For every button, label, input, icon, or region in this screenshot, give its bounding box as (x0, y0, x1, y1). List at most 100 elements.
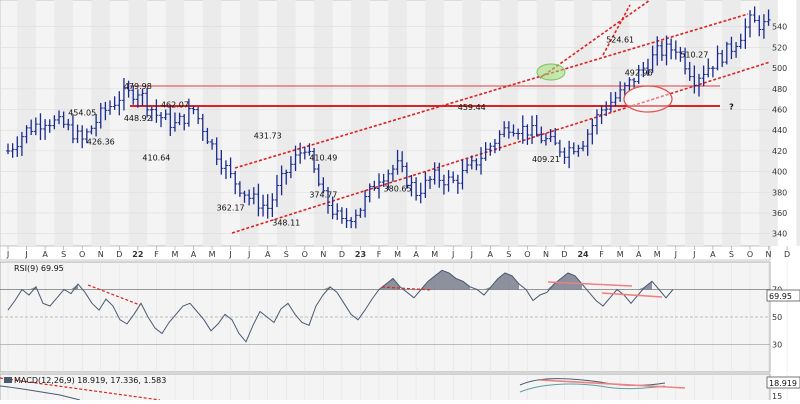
price-tick-label: 360 (772, 209, 787, 218)
month-tick-label: S (284, 250, 289, 259)
macd-trendline (0, 377, 161, 401)
rsi-last-value-box (766, 289, 800, 302)
month-tick-label: O (524, 250, 530, 259)
month-tick-label: J (6, 250, 9, 259)
month-band (239, 0, 259, 246)
month-tick-label: O (302, 250, 308, 259)
macd-signal-line (519, 383, 666, 393)
price-annotation: 492.96 (625, 68, 653, 77)
month-tick-label: A (636, 250, 642, 259)
month-band (685, 0, 704, 246)
price-annotations: 454.05 448.92 426.36 479.98 462.07 410.64 431.… (68, 36, 734, 228)
price-tick-label: 400 (772, 168, 787, 177)
month-band (759, 0, 778, 246)
month-band (128, 0, 148, 246)
macd-divergence-line (539, 379, 686, 389)
month-tick-label: J (470, 250, 473, 259)
month-tick-label: M (431, 250, 438, 259)
rsi-divergence-line-3 (547, 281, 633, 287)
month-band (314, 0, 333, 246)
price-tick-label: 420 (772, 147, 787, 156)
month-tick-label: N (98, 250, 104, 259)
month-tick-label: S (729, 250, 734, 259)
month-axis-strip (0, 245, 771, 261)
month-tick-label: J (24, 250, 27, 259)
price-annotation: 510.27 (680, 50, 708, 59)
upper-channel-trendline (234, 13, 749, 169)
month-tick-label: D (561, 250, 567, 259)
rsi-line (7, 269, 674, 343)
month-tick-label: J (451, 250, 454, 259)
macd-last-value-box (766, 376, 800, 389)
rsi-tick-label: 50 (772, 313, 782, 322)
rsi-last-value: 69.95 (769, 292, 792, 301)
price-annotation: 448.92 (124, 114, 152, 123)
price-tick-label: 540 (772, 23, 787, 32)
month-band (610, 0, 630, 246)
steep-trendline-2 (602, 4, 631, 56)
target-highlight-ellipse (623, 85, 673, 113)
month-band (573, 0, 593, 246)
month-band (351, 0, 370, 246)
month-tick-label: J (247, 250, 250, 259)
price-tick-label: 460 (772, 105, 787, 114)
month-band (462, 0, 482, 246)
month-tick-label: N (320, 250, 326, 259)
price-annotation: 459.44 (458, 103, 486, 112)
macd-panel (0, 373, 771, 404)
month-tick-label: D (116, 250, 122, 259)
price-annotation: 454.05 (68, 109, 96, 118)
month-tick-label: F (377, 250, 382, 259)
month-band (388, 0, 407, 246)
month-tick-label: J (692, 250, 695, 259)
month-tick-label: D (339, 250, 345, 259)
month-band (276, 0, 296, 246)
month-band (202, 0, 222, 246)
month-axis: J J A S O N D 22 F M A M J J A S O N D 23 F M A M J J A S O N D 24 F M A M J… (6, 250, 790, 259)
month-tick-label: S (61, 250, 66, 259)
month-tick-label: A (488, 250, 494, 259)
price-tick-label: 340 (772, 230, 787, 239)
rsi-overbought-fill (29, 270, 652, 290)
month-tick-label: 22 (132, 250, 143, 259)
price-annotation: 479.98 (124, 82, 152, 91)
price-tick-label: 380 (772, 188, 787, 197)
month-tick-label: S (506, 250, 511, 259)
price-tick-label: 520 (772, 43, 787, 52)
price-axis: 340 360 380 400 420 440 460 480 500 520 540 (772, 23, 787, 239)
month-tick-label: A (265, 250, 271, 259)
month-tick-label: N (766, 250, 772, 259)
price-bars (6, 6, 771, 229)
month-tick-label: 23 (355, 250, 366, 259)
price-annotation: 410.49 (309, 154, 337, 163)
rsi-divergence-line-2 (381, 286, 433, 291)
macd-last-value: 18.919 (769, 379, 797, 388)
price-tick-label: 440 (772, 126, 787, 135)
rsi-tick-label: 30 (772, 341, 782, 350)
month-tick-label: M (654, 250, 661, 259)
price-tick-label: 500 (772, 64, 787, 73)
macd-title: MACD(12,26,9) 18.919, 17.336, 1.583 (14, 376, 166, 385)
price-annotation: 374.77 (309, 191, 337, 200)
month-tick-label: F (154, 250, 159, 259)
month-tick-label: D (784, 250, 790, 259)
month-tick-label: A (42, 250, 48, 259)
month-band (17, 0, 36, 246)
month-band (536, 0, 556, 246)
rsi-divergence-line-1 (87, 284, 141, 306)
lower-channel-trendline (231, 61, 771, 234)
price-annotation: 362.17 (217, 204, 245, 213)
month-band (796, 0, 800, 246)
month-tick-label: O (79, 250, 85, 259)
support-highlight-ellipse (536, 63, 566, 81)
month-tick-label: A (191, 250, 197, 259)
month-tick-label: A (413, 250, 419, 259)
month-tick-label: N (543, 250, 549, 259)
month-tick-label: F (599, 250, 604, 259)
price-annotation: ? (729, 102, 734, 111)
month-tick-label: J (228, 250, 231, 259)
macd-legend-swatch (4, 377, 12, 383)
month-tick-label: O (747, 250, 753, 259)
